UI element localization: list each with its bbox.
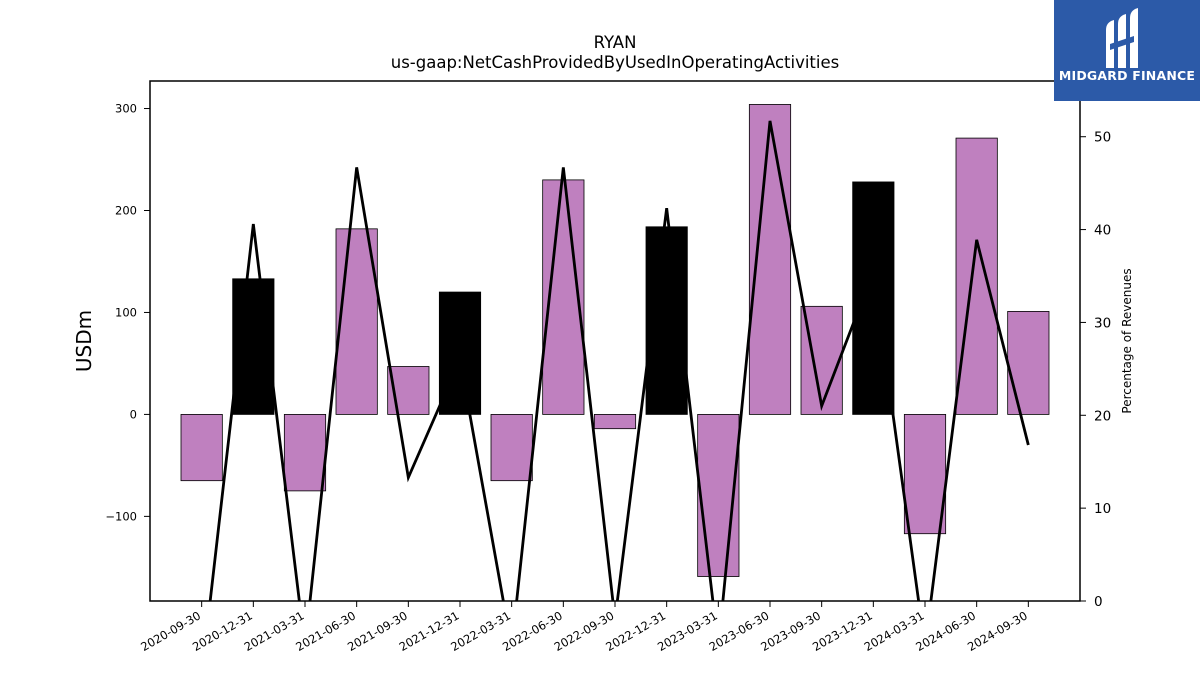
y-axis-right: 0 10 20 30 40 50 (1080, 130, 1111, 610)
y2-tick-label: 30 (1094, 315, 1111, 331)
x-axis: 2020-09-302020-12-312021-03-312021-06-30… (138, 601, 1030, 654)
y-axis-label: USDm (72, 310, 96, 372)
y-tick-label: 200 (115, 203, 137, 217)
y-tick-label: 0 (130, 407, 137, 421)
percentage-line (208, 120, 1030, 601)
y-axis-left: −100 0 100 200 300 (105, 102, 150, 523)
y2-tick-label: 50 (1094, 130, 1111, 146)
y2-tick-label: 10 (1094, 501, 1111, 517)
bar-2021-03-31 (283, 414, 327, 492)
bar-2021-06-30 (335, 228, 378, 415)
brand-logo: MIDGARD FINANCE (1054, 0, 1200, 101)
bar-series (180, 104, 1050, 577)
bar-2024-03-31 (903, 414, 947, 535)
midgard-logo-icon (1106, 8, 1138, 68)
bar-2022-03-31 (490, 414, 533, 482)
y2-tick-label: 20 (1094, 408, 1111, 424)
brand-name: MIDGARD FINANCE (1058, 68, 1196, 83)
chart-title: RYAN (594, 33, 637, 52)
chart-subtitle: us-gaap:NetCashProvidedByUsedInOperating… (391, 53, 839, 72)
bar-2022-09-30 (593, 414, 637, 430)
bar-2020-09-30 (180, 414, 223, 482)
bar-2024-06-30 (955, 137, 998, 415)
y2-axis-label: Percentage of Revenues (1120, 268, 1134, 413)
bar-2024-09-30 (1007, 311, 1050, 415)
y-tick-label: 300 (115, 102, 137, 116)
y-tick-label: −100 (105, 509, 137, 523)
y2-tick-label: 0 (1094, 594, 1103, 610)
y2-tick-label: 40 (1094, 223, 1111, 239)
y-tick-label: 100 (115, 305, 137, 319)
